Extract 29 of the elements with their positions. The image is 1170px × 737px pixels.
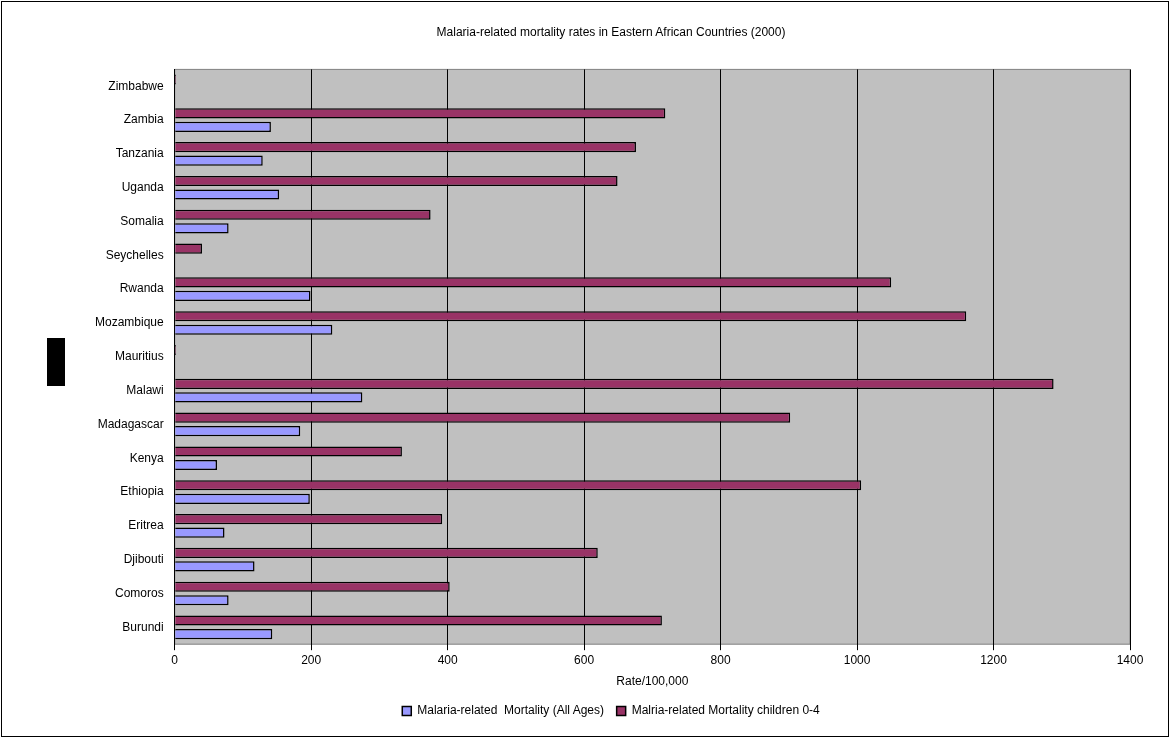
x-tick-label: 200 xyxy=(301,652,322,667)
legend-label: Malaria-related Mortality (All Ages) xyxy=(417,703,605,718)
y-tick-label: Comoros xyxy=(115,585,164,600)
y-tick-label: Malawi xyxy=(126,382,164,397)
x-tick-label: 1200 xyxy=(980,652,1008,667)
y-tick-label: Zambia xyxy=(123,112,165,127)
y-tick-label: Kenya xyxy=(129,450,165,465)
x-tick-label: 800 xyxy=(710,652,731,667)
legend-label: Malria-related Mortality children 0-4 xyxy=(631,703,821,718)
y-tick-label: Ethiopia xyxy=(120,484,165,499)
x-tick-label: 600 xyxy=(574,652,595,667)
x-tick-label: 0 xyxy=(171,652,179,667)
y-tick-label: Djibouti xyxy=(123,551,164,566)
x-tick-label: 1400 xyxy=(1116,652,1144,667)
y-tick-label: Seychelles xyxy=(105,247,164,262)
x-tick-label: 1000 xyxy=(843,652,871,667)
y-tick-label: Somalia xyxy=(120,213,165,228)
y-tick-label: Rwanda xyxy=(119,281,165,296)
y-tick-label: Eritrea xyxy=(128,518,165,533)
x-tick-label: 400 xyxy=(437,652,458,667)
x-axis-title: Rate/100,000 xyxy=(616,674,689,689)
y-tick-label: Zimbabwe xyxy=(108,78,165,93)
y-tick-label: Uganda xyxy=(121,180,165,195)
y-tick-label: Tanzania xyxy=(115,146,165,161)
y-tick-label: Burundi xyxy=(122,619,164,634)
y-tick-label: Mauritius xyxy=(115,349,164,364)
y-tick-label: Madagascar xyxy=(97,416,164,431)
chart-title: Malaria-related mortality rates in Eastern African Countries (2000) xyxy=(436,24,786,39)
y-tick-label: Mozambique xyxy=(95,315,165,330)
